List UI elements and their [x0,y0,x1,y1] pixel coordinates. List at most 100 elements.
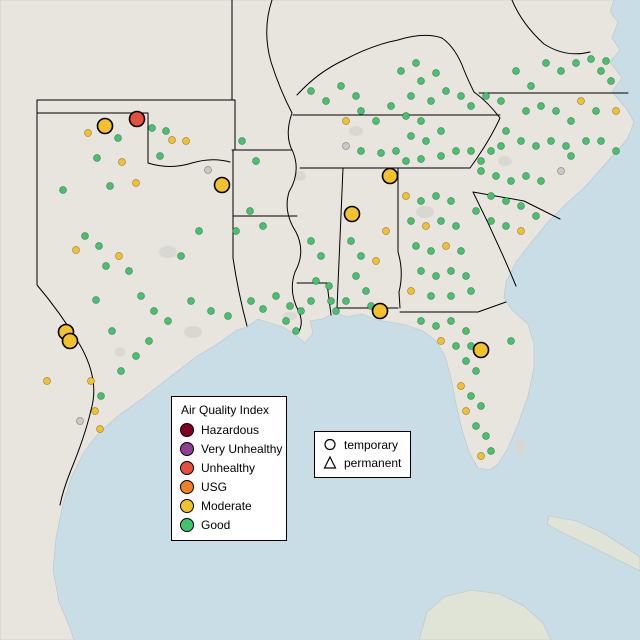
station-marker-small [547,137,555,145]
station-marker-small [407,92,415,100]
station-marker-small [542,59,550,67]
station-marker-small [392,147,400,155]
station-marker-small [502,222,510,230]
station-marker-small [357,252,365,260]
station-marker-small [145,337,153,345]
station-marker-small [387,102,395,110]
station-marker-small [557,167,565,175]
station-marker-small [297,307,305,315]
station-marker-small [517,202,525,210]
station-marker-small [132,352,140,360]
station-marker-small [467,147,475,155]
very-unhealthy-swatch-icon [180,442,194,456]
station-marker-small [102,262,110,270]
legend-label: temporary [344,437,399,452]
station-marker-small [286,302,294,310]
station-marker-small [477,167,485,175]
station-marker-small [567,117,575,125]
station-marker-small [572,59,580,67]
station-marker-small [502,127,510,135]
station-marker-small [462,272,470,280]
station-marker-small [507,337,515,345]
good-swatch-icon [180,518,194,532]
station-marker-small [332,307,340,315]
station-marker-small [452,222,460,230]
station-marker-small [427,247,435,255]
legend-item-permanent: permanent [323,455,401,469]
station-marker-small [587,55,595,63]
station-marker-small [502,197,510,205]
station-marker-small [417,197,425,205]
station-marker-small [282,317,290,325]
station-marker-small [114,134,122,142]
station-marker-small [527,82,535,90]
station-marker-small [246,207,254,215]
station-marker-small [182,137,190,145]
station-marker-small [91,407,99,415]
station-marker-small [532,212,540,220]
legend-label: Moderate [201,499,252,513]
station-marker-small [442,87,450,95]
station-marker-small [552,107,560,115]
station-marker-small [117,367,125,375]
station-marker-small [497,142,505,150]
station-marker-small [522,172,530,180]
station-marker-small [487,192,495,200]
station-marker-small [597,67,605,75]
station-marker-small [259,222,267,230]
station-marker-small [168,136,176,144]
station-marker-small [412,242,420,250]
station-marker-small [247,297,255,305]
station-marker-small [562,142,570,150]
station-marker-small [115,252,123,260]
station-marker-small [397,67,405,75]
station-marker-small [482,92,490,100]
station-marker-small [417,155,425,163]
station-marker-temporary [343,205,361,223]
station-marker-small [232,227,240,235]
station-marker-temporary [61,332,79,350]
station-marker-small [357,147,365,155]
station-marker-small [487,217,495,225]
station-marker-small [137,292,145,300]
station-marker-small [317,252,325,260]
station-marker-small [84,129,92,137]
station-marker-small [238,137,246,145]
station-marker-small [482,432,490,440]
legend-item-very-unhealthy: Very Unhealthy [180,442,282,456]
station-marker-small [342,297,350,305]
station-marker-small [252,157,260,165]
station-marker-small [452,342,460,350]
station-marker-small [96,425,104,433]
station-marker-small [467,392,475,400]
station-marker-small [467,102,475,110]
legend-item-usg: USG [180,480,277,494]
station-marker-temporary [381,167,399,185]
station-marker-small [97,392,105,400]
station-marker-small [224,312,232,320]
station-marker-small [432,322,440,330]
station-marker-small [342,117,350,125]
station-marker-small [322,97,330,105]
station-marker-small [417,77,425,85]
station-marker-small [372,117,380,125]
station-marker-small [325,282,333,290]
station-marker-small [417,267,425,275]
station-marker-small [507,177,515,185]
station-marker-small [582,137,590,145]
station-marker-small [462,407,470,415]
station-marker-small [477,157,485,165]
station-marker-small [125,267,133,275]
station-marker-small [342,142,350,150]
station-marker-small [437,337,445,345]
hazardous-swatch-icon [180,423,194,437]
station-marker-small [407,217,415,225]
station-marker-small [162,127,170,135]
station-marker-temporary [128,110,146,128]
station-marker-small [532,142,540,150]
station-marker-small [602,57,610,65]
station-marker-small [597,137,605,145]
station-marker-small [437,152,445,160]
station-marker-small [93,154,101,162]
